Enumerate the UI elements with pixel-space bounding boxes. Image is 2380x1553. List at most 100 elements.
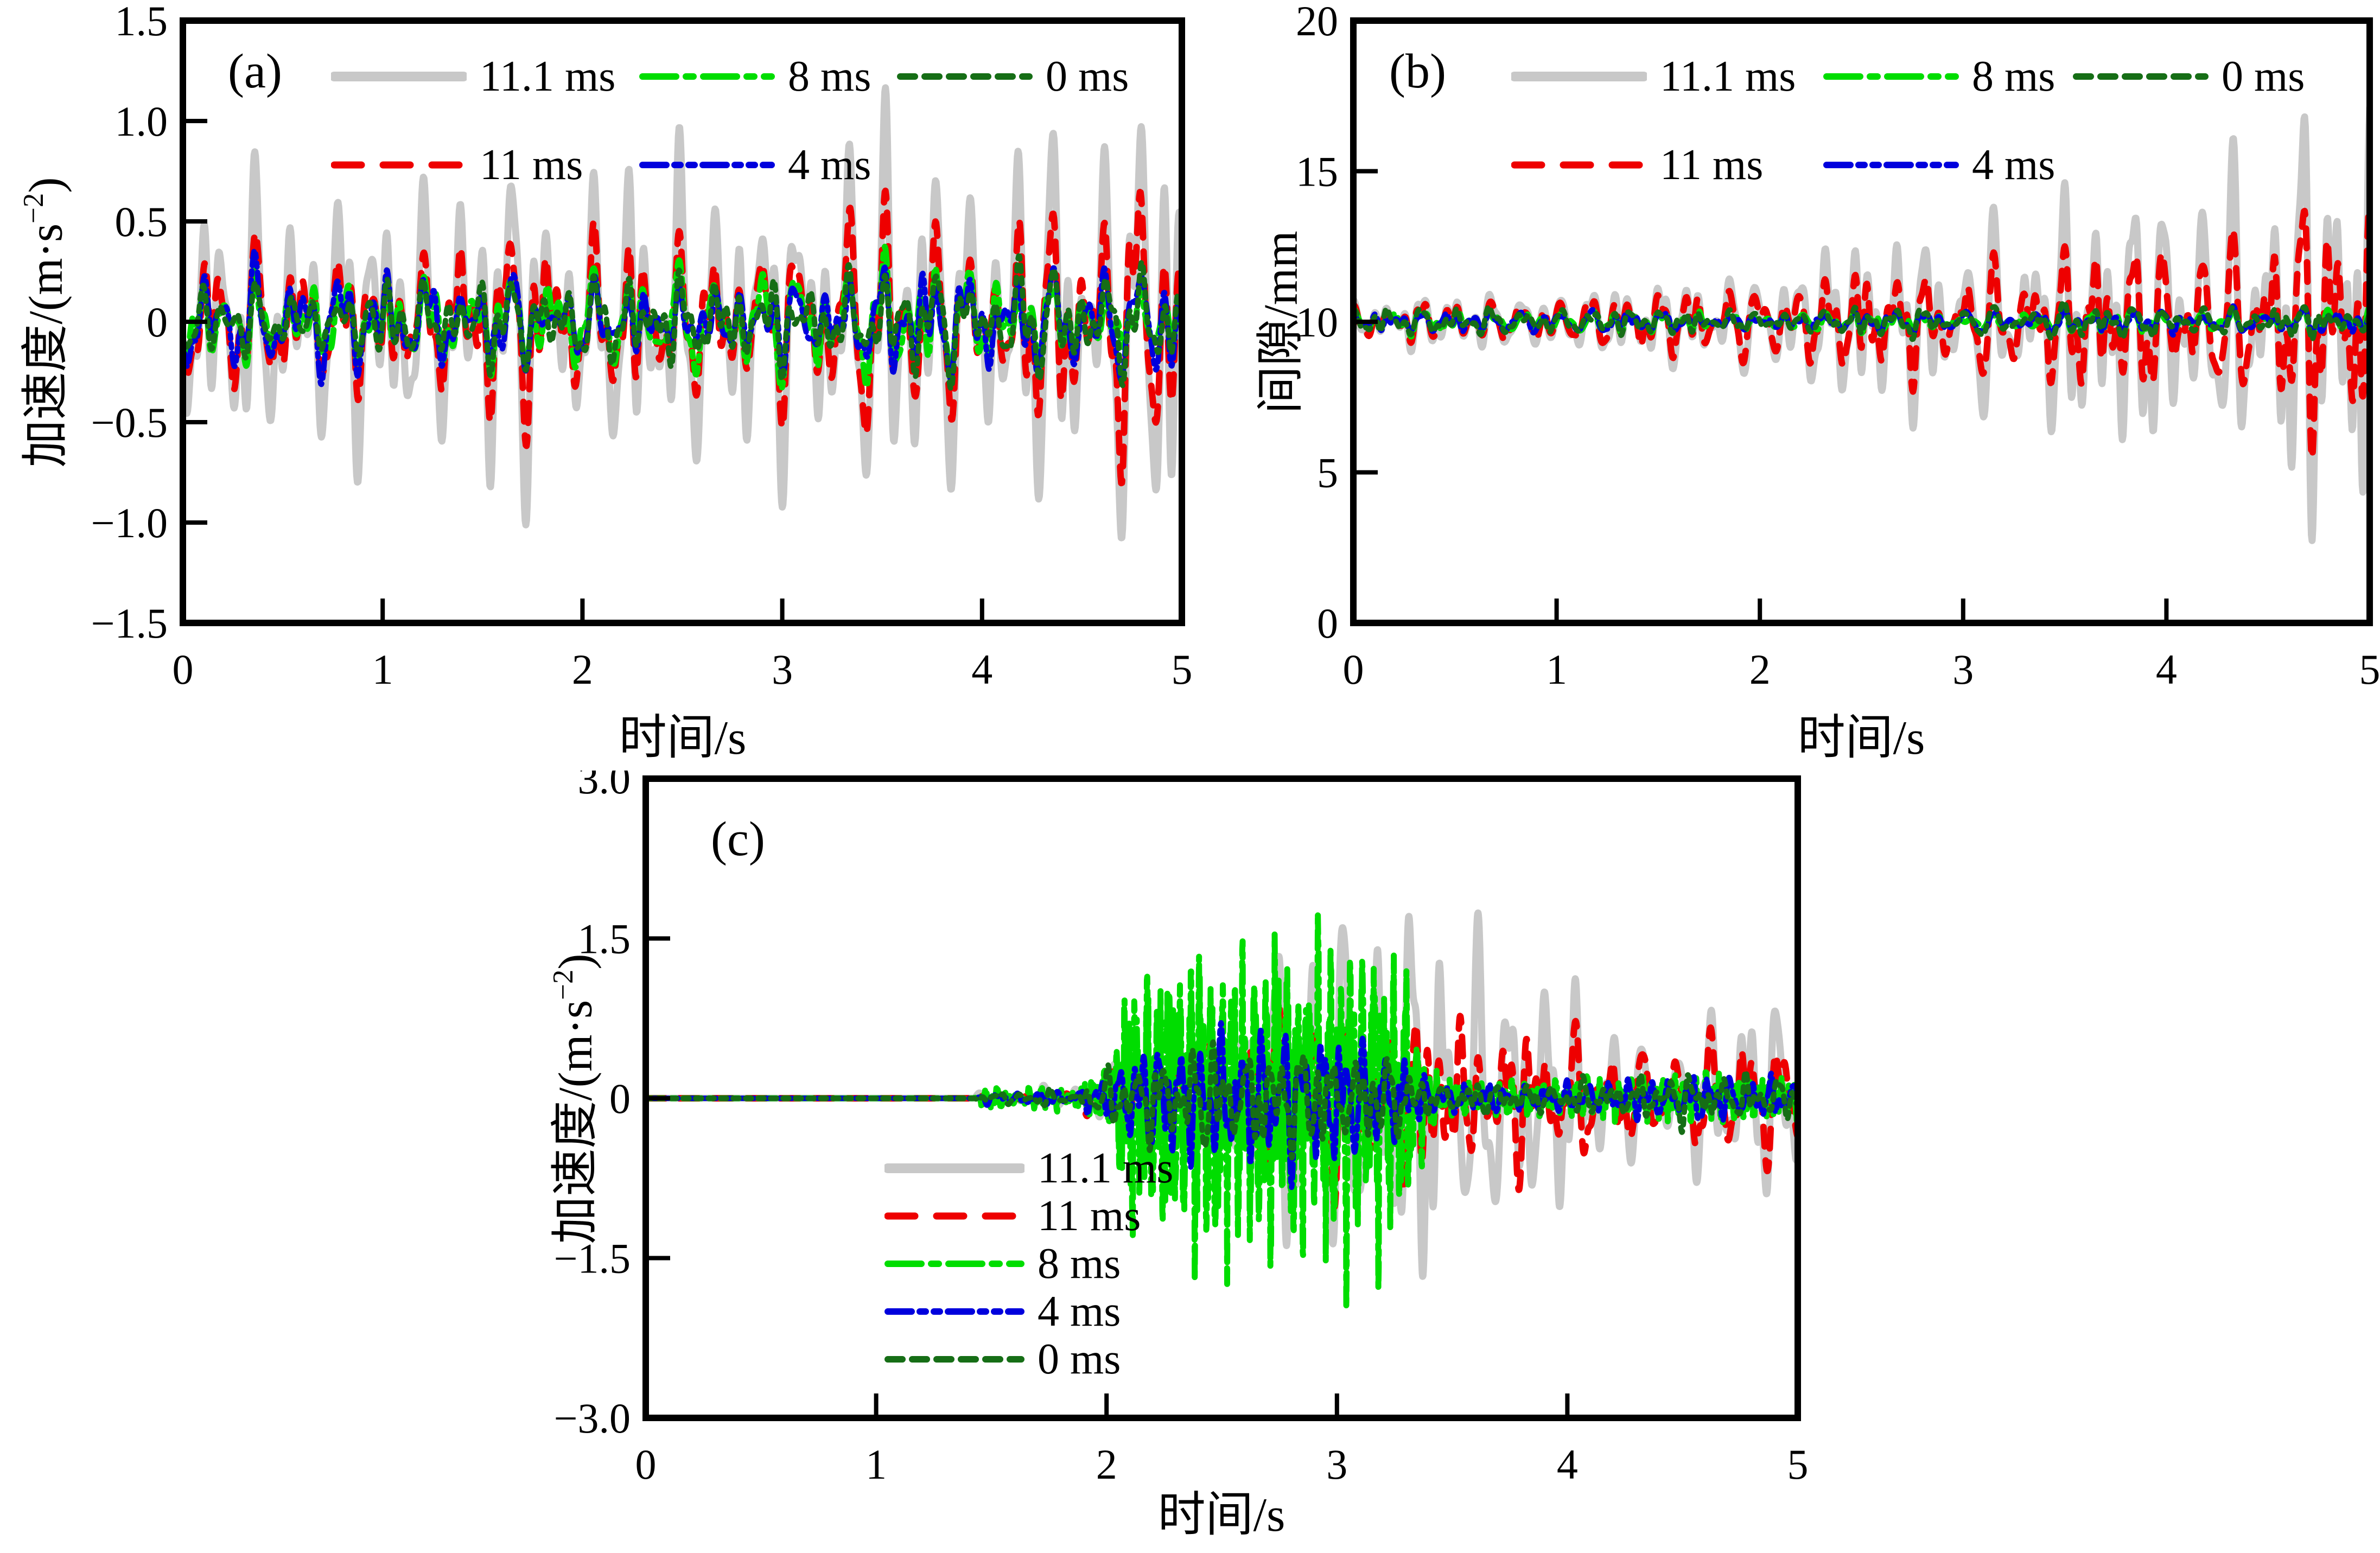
svg-text:0: 0: [609, 1075, 631, 1122]
panel-b-ylabel-text: 间隙/mm: [1255, 231, 1308, 414]
svg-text:1.5: 1.5: [115, 0, 168, 44]
panel-a-ylabel-superscript: −2: [18, 193, 49, 224]
legend-a-item-4ms: 4 ms: [639, 140, 871, 190]
svg-text:5: 5: [1787, 1441, 1809, 1488]
legend-c-line-4ms: [884, 1308, 1024, 1315]
svg-text:3: 3: [1952, 646, 1974, 693]
svg-text:3: 3: [1326, 1441, 1347, 1488]
legend-c-line-0ms: [884, 1356, 1024, 1363]
legend-c-line-11ms: [884, 1212, 1024, 1220]
legend-c-item-11ms: 11 ms: [884, 1191, 1141, 1241]
svg-text:4: 4: [2156, 646, 2177, 693]
svg-text:−1.0: −1.0: [91, 499, 168, 546]
panel-a: 0 1 2 3 4 5 1.5 1.0 0.5 0 −0.5 −1.0 −1.5 (a) 加速度/(m·…: [0, 0, 1221, 771]
legend-c-label-8ms: 8 ms: [1038, 1239, 1121, 1288]
chart-b-canvas: 0 1 2 3 4 5 20 15 10 5 0: [1296, 0, 2380, 693]
svg-text:10: 10: [1296, 298, 1338, 346]
svg-text:−1.5: −1.5: [91, 600, 168, 647]
panel-b-tag: (b): [1389, 44, 1446, 98]
legend-a-label-8ms: 8 ms: [788, 52, 871, 100]
svg-text:0: 0: [1343, 646, 1364, 693]
svg-text:−3.0: −3.0: [554, 1395, 631, 1442]
panel-c: 0 1 2 3 4 5 3.0 1.5 0 −1.5 −3.0 (c) 加速度/(m·s−2) 时间…: [488, 771, 1892, 1553]
legend-a-line-8ms: [639, 73, 775, 80]
panel-c-tag: (c): [711, 812, 765, 866]
panel-b-x-axis-label: 时间/s: [1797, 712, 1925, 765]
legend-b-label-11p1ms: 11.1 ms: [1660, 52, 1796, 100]
legend-c-item-11p1ms: 11.1 ms: [884, 1143, 1173, 1193]
svg-text:1: 1: [866, 1441, 887, 1488]
legend-a-item-8ms: 8 ms: [639, 52, 871, 101]
svg-text:4: 4: [971, 646, 992, 693]
svg-text:0: 0: [1317, 600, 1338, 647]
legend-b-item-11ms: 11 ms: [1511, 140, 1763, 190]
legend-c-line-8ms: [884, 1261, 1024, 1267]
legend-b-line-8ms: [1823, 73, 1959, 80]
panel-c-ylabel-superscript: −2: [548, 969, 579, 1000]
panel-c-x-axis-label: 时间/s: [1157, 1489, 1286, 1542]
svg-text:4: 4: [1557, 1441, 1578, 1488]
chart-c-canvas: 0 1 2 3 4 5 3.0 1.5 0 −1.5 −3.0: [554, 771, 1809, 1488]
legend-c-label-11p1ms: 11.1 ms: [1038, 1144, 1174, 1192]
legend-b-item-11p1ms: 11.1 ms: [1511, 52, 1796, 101]
panel-c-ylabel-suffix: ): [549, 953, 602, 970]
legend-a-label-4ms: 4 ms: [788, 141, 871, 189]
legend-b-label-11ms: 11 ms: [1660, 141, 1764, 189]
panel-c-y-axis-label: 加速度/(m·s−2): [533, 773, 602, 1424]
svg-text:−0.5: −0.5: [91, 399, 168, 446]
legend-b-line-4ms: [1823, 162, 1959, 168]
panel-b-y-axis-label: 间隙/mm: [1238, 0, 1307, 648]
legend-a-label-11ms: 11 ms: [480, 141, 583, 189]
legend-a-line-11p1ms: [331, 72, 467, 81]
svg-text:1: 1: [372, 646, 393, 693]
panel-a-tag: (a): [228, 44, 282, 98]
svg-text:2: 2: [1096, 1441, 1117, 1488]
panel-a-ylabel-suffix: ): [20, 177, 73, 193]
legend-b-line-11p1ms: [1511, 72, 1647, 81]
svg-text:2: 2: [1749, 646, 1771, 693]
svg-text:3: 3: [772, 646, 793, 693]
svg-text:0: 0: [635, 1441, 657, 1488]
panel-a-x-axis-label: 时间/s: [619, 712, 747, 765]
svg-text:1: 1: [1546, 646, 1567, 693]
svg-text:5: 5: [1317, 449, 1338, 497]
svg-text:0: 0: [147, 298, 168, 346]
legend-c-label-11ms: 11 ms: [1038, 1192, 1141, 1240]
chart-a-canvas: 0 1 2 3 4 5 1.5 1.0 0.5 0 −0.5 −1.0 −1.5: [91, 0, 1193, 693]
legend-b-line-11ms: [1511, 161, 1647, 169]
legend-a-line-4ms: [639, 162, 775, 168]
legend-c-item-4ms: 4 ms: [884, 1287, 1121, 1336]
legend-c-item-0ms: 0 ms: [884, 1334, 1121, 1384]
legend-b-label-0ms: 0 ms: [2222, 52, 2305, 100]
legend-a-line-0ms: [897, 73, 1033, 80]
svg-text:5: 5: [1172, 646, 1193, 693]
svg-text:1.5: 1.5: [578, 915, 631, 963]
legend-c-label-0ms: 0 ms: [1038, 1335, 1121, 1383]
legend-a-label-11p1ms: 11.1 ms: [480, 52, 616, 100]
legend-c-item-8ms: 8 ms: [884, 1239, 1121, 1289]
svg-text:2: 2: [572, 646, 593, 693]
legend-b-item-4ms: 4 ms: [1823, 140, 2055, 190]
legend-c-line-11p1ms: [884, 1163, 1024, 1173]
svg-text:−1.5: −1.5: [554, 1235, 631, 1282]
legend-b-line-0ms: [2073, 73, 2209, 80]
svg-text:20: 20: [1296, 0, 1338, 44]
legend-a-item-0ms: 0 ms: [897, 52, 1129, 101]
legend-a-item-11ms: 11 ms: [331, 140, 583, 190]
legend-b-label-8ms: 8 ms: [1972, 52, 2056, 100]
legend-a-item-11p1ms: 11.1 ms: [331, 52, 615, 101]
panel-a-ylabel-text: 加速度/(m·s: [20, 223, 73, 468]
legend-c-label-4ms: 4 ms: [1038, 1287, 1121, 1335]
svg-text:5: 5: [2359, 646, 2380, 693]
legend-b-label-4ms: 4 ms: [1972, 141, 2056, 189]
svg-text:3.0: 3.0: [578, 771, 631, 803]
svg-text:15: 15: [1296, 148, 1338, 195]
panel-c-ylabel-text: 加速度/(m·s: [549, 1000, 602, 1244]
svg-text:1.0: 1.0: [115, 98, 168, 145]
legend-a-line-11ms: [331, 161, 467, 169]
panel-a-y-axis-label: 加速度/(m·s−2): [3, 0, 72, 648]
legend-a-label-0ms: 0 ms: [1046, 52, 1129, 100]
legend-b-item-0ms: 0 ms: [2073, 52, 2305, 101]
panel-b: 0 1 2 3 4 5 20 15 10 5 0 (b) 间隙/mm 时间/s 11.1 ms 8 …: [1221, 0, 2380, 771]
